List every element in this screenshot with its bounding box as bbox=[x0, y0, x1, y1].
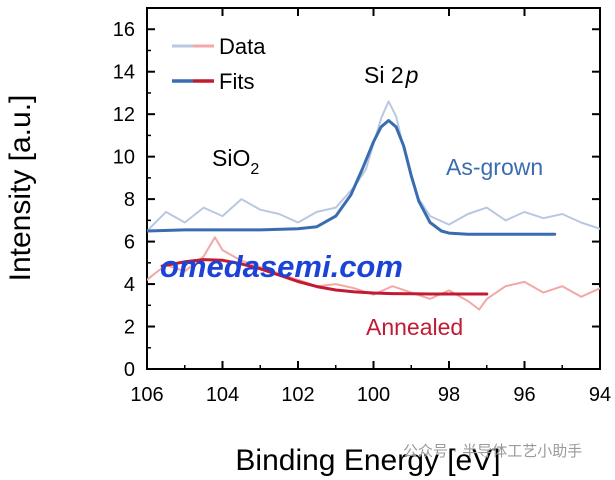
y-tick-label: 6 bbox=[124, 232, 135, 254]
annealed-data-line bbox=[147, 236, 600, 311]
x-tick-label: 98 bbox=[438, 384, 460, 406]
y-tick-label: 10 bbox=[113, 147, 135, 169]
watermark-footer: 公众号 · 半导体工艺小助手 bbox=[403, 442, 582, 460]
oxide-label-sub: 2 bbox=[250, 161, 259, 178]
as-grown-label: As-grown bbox=[446, 154, 543, 180]
y-tick-label: 8 bbox=[124, 189, 135, 211]
y-tick-label: 0 bbox=[124, 359, 135, 381]
annealed-label: Annealed bbox=[366, 314, 463, 340]
x-tick-label: 106 bbox=[130, 384, 163, 406]
as-grown-data-line bbox=[147, 100, 600, 232]
peak-label-main: Si 2 bbox=[364, 62, 404, 88]
y-tick-label: 14 bbox=[113, 62, 135, 84]
x-axis-title: Binding Energy [eV] bbox=[235, 444, 500, 477]
legend: Data Fits bbox=[172, 34, 266, 94]
y-axis-title: Intensity [a.u.] bbox=[4, 95, 37, 282]
peak-label-italic: p bbox=[405, 62, 419, 88]
x-axis-ticks: 106 104 102 100 98 96 94 bbox=[130, 8, 611, 406]
annealed-fit-line bbox=[160, 258, 489, 296]
y-tick-label: 4 bbox=[124, 274, 135, 296]
legend-entry-data: Data bbox=[219, 34, 266, 59]
y-axis-ticks: 0 2 4 6 8 10 12 14 16 bbox=[113, 7, 600, 381]
series-layer bbox=[147, 100, 600, 311]
x-tick-label: 100 bbox=[357, 384, 390, 406]
x-tick-label: 96 bbox=[513, 384, 535, 406]
watermark-overlay: omedasemi.com bbox=[160, 249, 403, 284]
y-tick-label: 12 bbox=[113, 104, 135, 126]
y-tick-label: 16 bbox=[113, 19, 135, 41]
x-tick-label: 104 bbox=[206, 384, 239, 406]
legend-entry-fits: Fits bbox=[219, 69, 254, 94]
as-grown-fit-line bbox=[147, 119, 557, 236]
peak-label: Si 2p bbox=[364, 62, 419, 88]
oxide-label-main: SiO bbox=[212, 145, 250, 171]
y-tick-label: 2 bbox=[124, 317, 135, 339]
x-tick-label: 94 bbox=[589, 384, 611, 406]
x-tick-label: 102 bbox=[281, 384, 314, 406]
oxide-label: SiO2 bbox=[212, 145, 259, 178]
